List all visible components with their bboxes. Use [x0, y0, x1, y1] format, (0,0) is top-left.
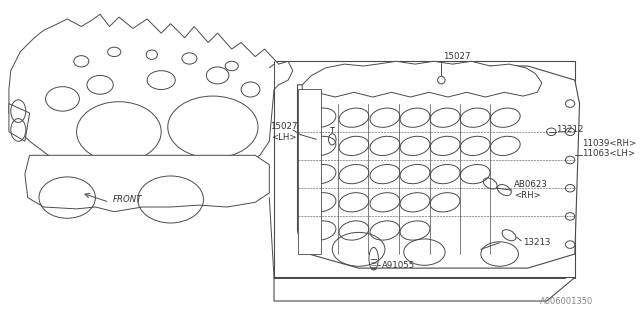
Polygon shape — [274, 277, 575, 301]
Text: A006001350: A006001350 — [540, 297, 594, 306]
Text: 11039<RH>
11063<LH>: 11039<RH> 11063<LH> — [582, 139, 636, 158]
Text: AB0623
<RH>: AB0623 <RH> — [514, 180, 548, 200]
Text: 15027
<LH>: 15027 <LH> — [269, 122, 297, 142]
Text: 15027: 15027 — [444, 52, 470, 61]
Text: FRONT: FRONT — [112, 195, 142, 204]
Polygon shape — [302, 61, 542, 97]
Polygon shape — [298, 66, 580, 268]
Text: A91055: A91055 — [382, 261, 415, 270]
Text: 13213: 13213 — [523, 238, 550, 247]
Polygon shape — [9, 104, 29, 141]
Polygon shape — [298, 90, 321, 254]
Text: 13212: 13212 — [556, 125, 584, 134]
Bar — [274, 61, 575, 277]
Polygon shape — [25, 155, 269, 212]
Polygon shape — [9, 14, 293, 179]
